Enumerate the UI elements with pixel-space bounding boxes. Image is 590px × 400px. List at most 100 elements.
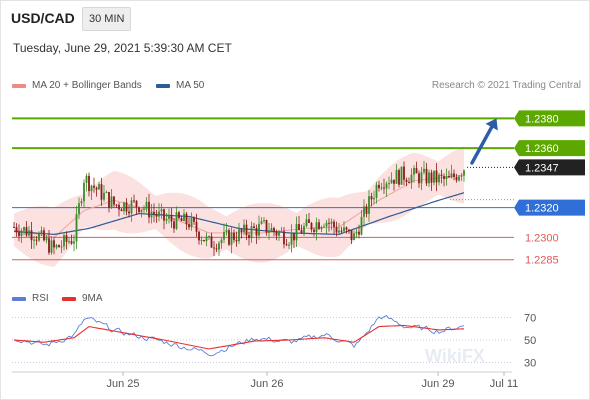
timeframe-button[interactable]: 30 MIN [82,7,132,31]
candle-body [130,200,133,214]
candle-body [318,222,320,230]
candle-body [285,244,288,246]
target-label-tag [514,140,585,157]
candle-body [33,239,35,241]
candle-body [358,231,360,235]
candle-body [423,168,425,173]
candle-body [335,227,338,233]
candle-body [460,175,463,177]
legend-label: 9MA [82,293,103,304]
candle-body [400,166,403,185]
candle-body [25,227,28,236]
legend-label: RSI [32,293,49,304]
rsi-line [13,315,465,357]
candle-body [290,232,293,245]
candle-body [155,214,158,217]
candle-body [120,209,123,212]
candle-body [223,231,225,240]
candle-body [220,239,223,244]
forecast-arrow-shaft [470,125,494,165]
candle-body [258,223,260,236]
candle-body [350,230,353,240]
candle-body [198,231,200,241]
candle-body [13,226,15,228]
candle-body [353,233,355,240]
candle-body [50,240,53,253]
candle-body [138,207,140,213]
candle-body [375,184,378,199]
candle-body [428,172,430,184]
candle-body [55,245,58,248]
x-tick-label: Jul 11 [490,378,519,390]
candle-body [418,173,420,184]
candle-body [388,183,390,185]
candle-body [280,231,283,233]
rsi-tick-label: 50 [524,335,536,347]
candle-body [368,196,370,214]
candle-body [215,248,218,250]
candle-body [53,240,55,248]
candle-body [68,241,70,243]
candle-body [433,170,435,183]
candle-body [95,187,98,190]
candle-body [448,175,450,178]
candle-body [440,174,443,177]
candle-body [308,219,310,223]
candle-body [75,214,78,242]
watermark: WikiFX [425,346,485,366]
candle-body [140,209,143,213]
candle-body [113,196,115,205]
price-level-label: 1.2347 [525,162,559,174]
candle-body [60,246,63,248]
rsi-9ma-line [13,324,465,350]
candle-body [245,224,248,236]
candle-body [18,232,20,236]
candle-body [173,221,175,229]
candle-body [268,231,270,233]
candle-body [78,203,80,215]
candle-body [298,224,300,231]
candle-body [325,222,328,227]
candle-body [153,212,155,215]
candle-body [253,226,255,228]
forecast-arrow-layer [470,118,498,165]
candle-body [103,192,105,200]
candle-body [260,221,263,224]
level-labels-layer: 1.2380 1.2360 1.2347 1.2320 1.2300 1.2285 [514,110,585,267]
candle-body [118,204,120,210]
candle-body [445,175,448,179]
candle-body [310,222,313,230]
x-tick-label: Jun 25 [106,378,139,390]
candle-body [348,229,350,231]
candle-body [28,230,30,236]
price-levels-layer [12,117,514,261]
candle-body [40,230,43,234]
candle-body [63,235,65,247]
candle-body [125,202,128,212]
pivot-label-tag [514,199,585,216]
candle-body [233,232,235,240]
candle-body [403,166,405,180]
candle-body [35,239,38,241]
candle-body [175,212,178,229]
candle-body [58,245,60,248]
candle-body [170,215,173,222]
candle-body [110,196,113,208]
candle-body [180,218,183,222]
candle-body [385,183,388,189]
x-tick-label: Jun 26 [250,378,283,390]
price-level-label: 1.2320 [525,203,559,215]
price-level-label: 1.2360 [525,143,559,155]
candle-body [430,172,433,183]
candle-body [193,217,195,222]
price-level-label: 1.2300 [525,232,559,244]
candle-body [435,170,438,183]
legend-item-9ma: 9MA [62,293,103,304]
candle-body [98,184,100,190]
candle-body [293,232,295,241]
candle-body [270,228,273,232]
candle-body [150,212,153,218]
legend-item-ma20: MA 20 + Bollinger Bands [12,80,142,91]
candle-body [370,196,373,200]
